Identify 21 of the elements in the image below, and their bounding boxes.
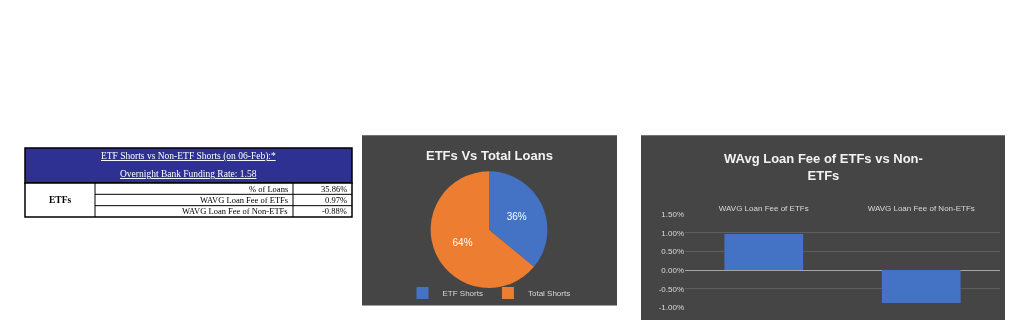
chart-title: ETFs Vs Total Loans [426, 148, 553, 163]
pie-slice [489, 171, 548, 267]
y-tick-label: -1.00% [658, 303, 684, 313]
text: WAVG Loan Fee of ETFs [200, 195, 289, 205]
text: ETF Shorts vs Non-ETF Shorts (on 06-Feb):* [101, 151, 276, 162]
chart-title: WAvg Loan Fee of ETFs vs Non-ETFs [724, 151, 923, 183]
legend-label: Total Shorts [527, 289, 571, 298]
y-tick-label: 0.50% [661, 247, 684, 257]
text: % of Loans [249, 184, 289, 194]
y-tick-label: 0.00% [661, 265, 684, 275]
legend-label: ETF Shorts [442, 289, 483, 298]
y-tick-label: -0.50% [658, 284, 684, 294]
y-tick-label: 1.00% [661, 228, 684, 238]
text: 35.86% [321, 184, 348, 194]
text: ETFs [49, 195, 72, 205]
y-tick-label: 1.50% [661, 209, 684, 219]
text: -0.88% [322, 206, 347, 216]
text: 0.97% [325, 195, 347, 205]
text: Overnight Bank Funding Rate: 1.58 [120, 169, 257, 179]
data-label: 36% [506, 211, 527, 223]
data-label: 64% [452, 236, 473, 248]
